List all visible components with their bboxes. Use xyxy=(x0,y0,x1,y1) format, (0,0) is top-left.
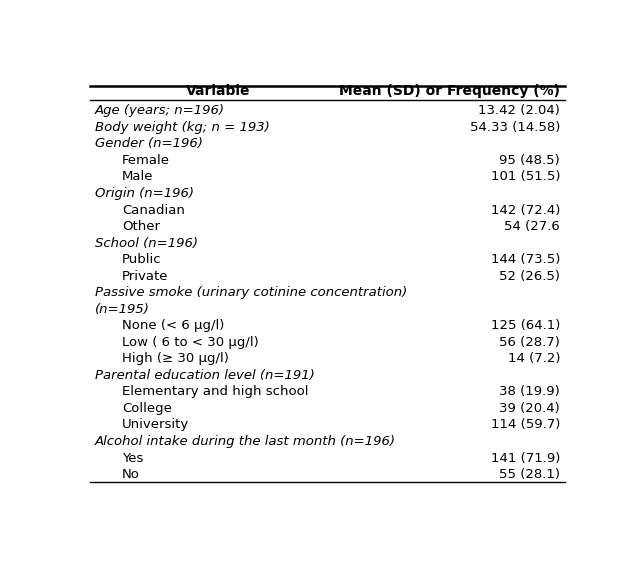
Text: College: College xyxy=(122,402,172,415)
Text: 13.42 (2.04): 13.42 (2.04) xyxy=(479,105,560,118)
Text: Public: Public xyxy=(122,253,162,266)
Text: Low ( 6 to < 30 μg/l): Low ( 6 to < 30 μg/l) xyxy=(122,336,259,349)
Text: 54.33 (14.58): 54.33 (14.58) xyxy=(470,121,560,134)
Text: Variable: Variable xyxy=(187,84,250,98)
Text: 38 (19.9): 38 (19.9) xyxy=(500,385,560,398)
Text: Body weight (kg; n = 193): Body weight (kg; n = 193) xyxy=(95,121,270,134)
Text: 39 (20.4): 39 (20.4) xyxy=(500,402,560,415)
Text: 14 (7.2): 14 (7.2) xyxy=(508,353,560,366)
Text: 141 (71.9): 141 (71.9) xyxy=(491,451,560,464)
Text: 142 (72.4): 142 (72.4) xyxy=(491,203,560,216)
Text: 55 (28.1): 55 (28.1) xyxy=(499,468,560,481)
Text: 125 (64.1): 125 (64.1) xyxy=(491,319,560,332)
Text: Elementary and high school: Elementary and high school xyxy=(122,385,309,398)
Text: University: University xyxy=(122,419,189,432)
Text: School (n=196): School (n=196) xyxy=(95,237,197,250)
Text: Canadian: Canadian xyxy=(122,203,185,216)
Text: Origin (n=196): Origin (n=196) xyxy=(95,187,194,200)
Text: Age (years; n=196): Age (years; n=196) xyxy=(95,105,225,118)
Text: Passive smoke (urinary cotinine concentration): Passive smoke (urinary cotinine concentr… xyxy=(95,286,407,299)
Text: Female: Female xyxy=(122,154,170,167)
Text: 101 (51.5): 101 (51.5) xyxy=(491,171,560,184)
Text: Male: Male xyxy=(122,171,153,184)
Text: 54 (27.6: 54 (27.6 xyxy=(505,220,560,233)
Text: Alcohol intake during the last month (n=196): Alcohol intake during the last month (n=… xyxy=(95,435,396,448)
Text: Private: Private xyxy=(122,270,169,282)
Text: Yes: Yes xyxy=(122,451,143,464)
Text: Gender (n=196): Gender (n=196) xyxy=(95,137,203,150)
Text: Parental education level (n=191): Parental education level (n=191) xyxy=(95,369,314,382)
Text: No: No xyxy=(122,468,140,481)
Text: 52 (26.5): 52 (26.5) xyxy=(499,270,560,282)
Text: (n=195): (n=195) xyxy=(95,303,150,316)
Text: None (< 6 μg/l): None (< 6 μg/l) xyxy=(122,319,224,332)
Text: High (≥ 30 μg/l): High (≥ 30 μg/l) xyxy=(122,353,229,366)
Text: 144 (73.5): 144 (73.5) xyxy=(491,253,560,266)
Text: 95 (48.5): 95 (48.5) xyxy=(500,154,560,167)
Text: Other: Other xyxy=(122,220,160,233)
Text: Mean (SD) or Frequency (%): Mean (SD) or Frequency (%) xyxy=(339,84,560,98)
Text: 56 (28.7): 56 (28.7) xyxy=(499,336,560,349)
Text: 114 (59.7): 114 (59.7) xyxy=(491,419,560,432)
